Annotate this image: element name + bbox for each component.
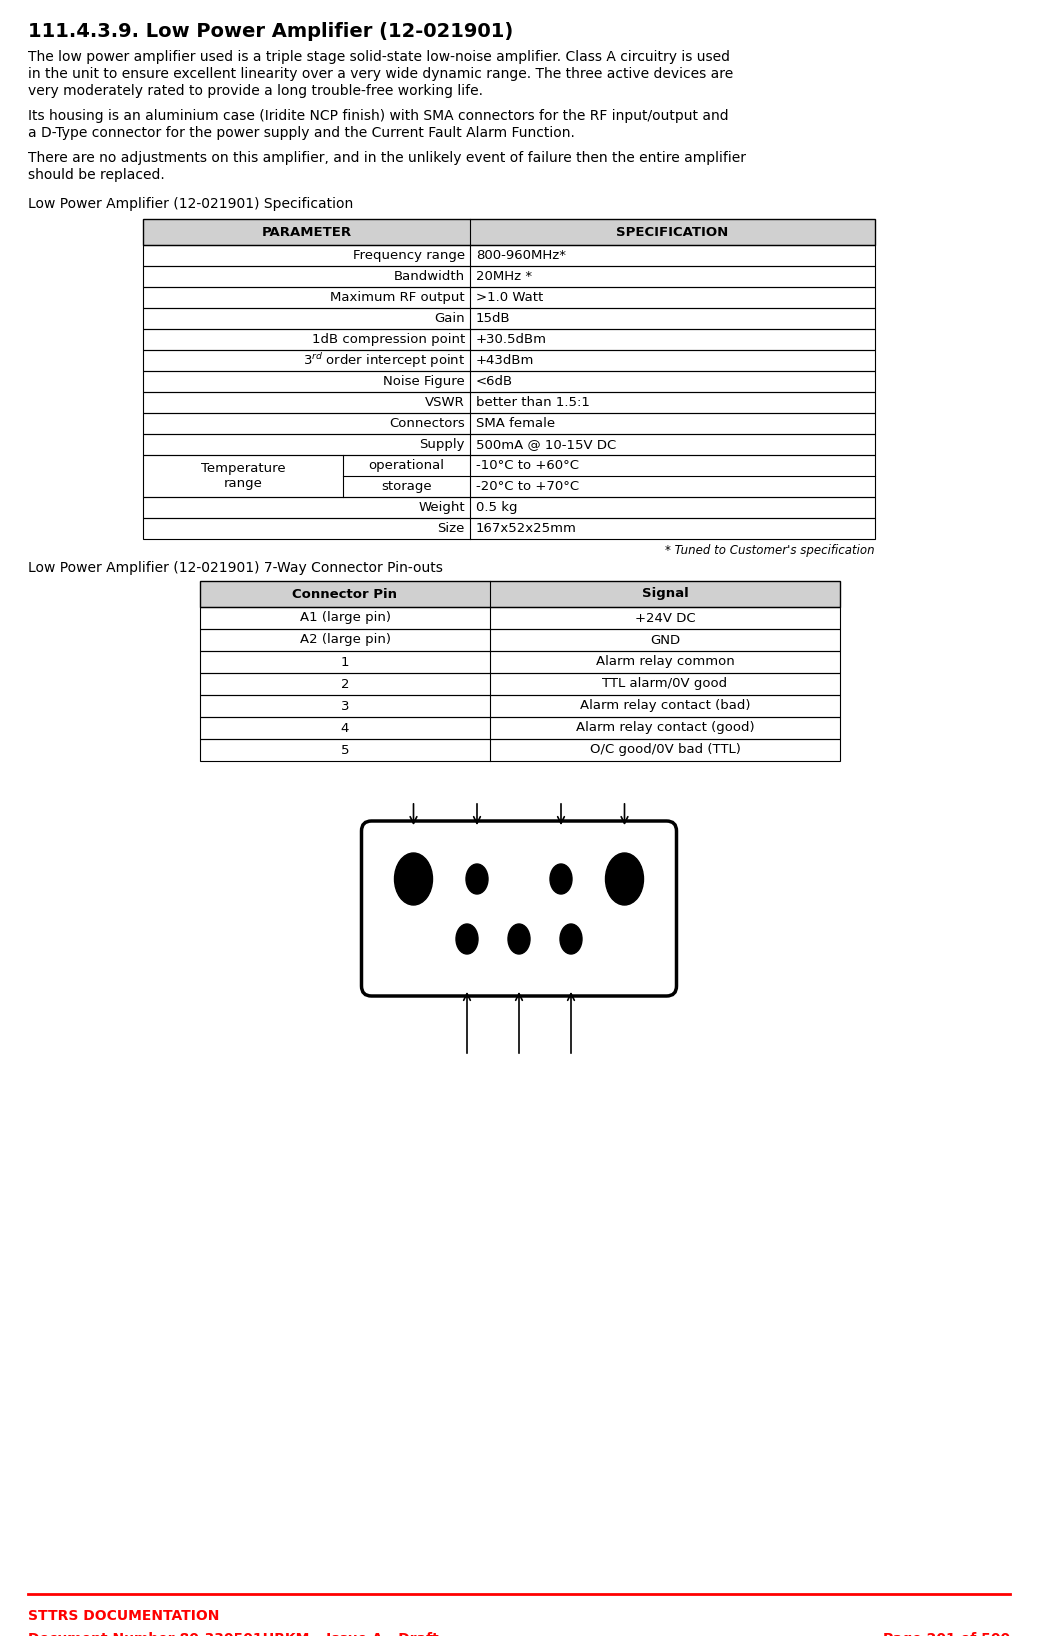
Text: $3^{rd}$ order intercept point: $3^{rd}$ order intercept point [303, 352, 465, 370]
Text: Size: Size [438, 522, 465, 535]
Ellipse shape [394, 852, 433, 905]
Text: PARAMETER: PARAMETER [262, 226, 352, 239]
Bar [200, 607, 840, 628]
Bar [143, 267, 875, 286]
Text: Low Power Amplifier (12-021901) Specification: Low Power Amplifier (12-021901) Specific… [28, 196, 353, 211]
Text: 167x52x25mm: 167x52x25mm [476, 522, 577, 535]
Text: 0.5 kg: 0.5 kg [476, 501, 518, 514]
Text: +30.5dBm: +30.5dBm [476, 334, 547, 345]
Text: better than 1.5:1: better than 1.5:1 [476, 396, 590, 409]
Bar [143, 286, 875, 308]
Text: The low power amplifier used is a triple stage solid-state low-noise amplifier. : The low power amplifier used is a triple… [28, 51, 730, 64]
Text: 5: 5 [340, 743, 349, 756]
Text: 111.4.3.9. Low Power Amplifier (12-021901): 111.4.3.9. Low Power Amplifier (12-02190… [28, 21, 513, 41]
Text: Gain: Gain [434, 312, 465, 326]
Text: SPECIFICATION: SPECIFICATION [617, 226, 729, 239]
Text: VSWR: VSWR [426, 396, 465, 409]
Bar [143, 412, 875, 434]
Ellipse shape [508, 924, 530, 954]
Text: 3: 3 [340, 700, 349, 713]
Text: operational: operational [368, 460, 444, 473]
Text: 20MHz *: 20MHz * [476, 270, 532, 283]
Bar [143, 308, 875, 329]
Text: Document Number 80-330501HBKM – Issue A - Draft: Document Number 80-330501HBKM – Issue A … [28, 1633, 439, 1636]
Bar [200, 739, 840, 761]
FancyBboxPatch shape [361, 821, 677, 996]
Text: Bandwidth: Bandwidth [393, 270, 465, 283]
Bar [200, 651, 840, 672]
Text: Alarm relay contact (good): Alarm relay contact (good) [576, 721, 755, 735]
Bar [200, 695, 840, 717]
Text: TTL alarm/0V good: TTL alarm/0V good [602, 677, 728, 690]
Text: Frequency range: Frequency range [353, 249, 465, 262]
Text: Low Power Amplifier (12-021901) 7-Way Connector Pin-outs: Low Power Amplifier (12-021901) 7-Way Co… [28, 561, 443, 574]
Text: GND: GND [650, 633, 680, 646]
Text: Alarm relay common: Alarm relay common [596, 656, 734, 669]
Text: O/C good/0V bad (TTL): O/C good/0V bad (TTL) [590, 743, 740, 756]
Text: Connectors: Connectors [389, 417, 465, 430]
Text: -10°C to +60°C: -10°C to +60°C [476, 460, 579, 473]
Bar [143, 455, 875, 497]
Ellipse shape [456, 924, 479, 954]
Text: storage: storage [381, 479, 432, 492]
Ellipse shape [466, 864, 488, 893]
Bar [143, 219, 875, 245]
Text: Weight: Weight [418, 501, 465, 514]
Bar [143, 519, 875, 538]
Text: 500mA @ 10-15V DC: 500mA @ 10-15V DC [476, 438, 617, 452]
Bar [143, 245, 875, 267]
Bar [143, 371, 875, 393]
Text: very moderately rated to provide a long trouble-free working life.: very moderately rated to provide a long … [28, 83, 483, 98]
Text: Page 201 of 500: Page 201 of 500 [883, 1633, 1010, 1636]
Text: Noise Figure: Noise Figure [383, 375, 465, 388]
Text: STTRS DOCUMENTATION: STTRS DOCUMENTATION [28, 1608, 219, 1623]
Bar [143, 329, 875, 350]
Text: >1.0 Watt: >1.0 Watt [476, 291, 543, 304]
Text: in the unit to ensure excellent linearity over a very wide dynamic range. The th: in the unit to ensure excellent linearit… [28, 67, 733, 82]
Text: Maximum RF output: Maximum RF output [330, 291, 465, 304]
Text: 2: 2 [340, 677, 349, 690]
Text: Connector Pin: Connector Pin [293, 587, 398, 600]
Bar [200, 717, 840, 739]
Text: should be replaced.: should be replaced. [28, 169, 165, 182]
Text: +43dBm: +43dBm [476, 353, 535, 366]
Text: 800-960MHz*: 800-960MHz* [476, 249, 566, 262]
Text: SMA female: SMA female [476, 417, 555, 430]
Text: 4: 4 [340, 721, 349, 735]
Text: 1dB compression point: 1dB compression point [311, 334, 465, 345]
Text: <6dB: <6dB [476, 375, 513, 388]
Text: Alarm relay contact (bad): Alarm relay contact (bad) [580, 700, 750, 713]
Text: 15dB: 15dB [476, 312, 511, 326]
Text: * Tuned to Customer's specification: * Tuned to Customer's specification [665, 545, 875, 556]
Text: A2 (large pin): A2 (large pin) [300, 633, 390, 646]
Text: Temperature
range: Temperature range [200, 461, 285, 491]
Text: 1: 1 [340, 656, 349, 669]
Ellipse shape [605, 852, 644, 905]
Text: a D-Type connector for the power supply and the Current Fault Alarm Function.: a D-Type connector for the power supply … [28, 126, 575, 141]
Bar [200, 672, 840, 695]
Text: There are no adjustments on this amplifier, and in the unlikely event of failure: There are no adjustments on this amplifi… [28, 151, 746, 165]
Text: -20°C to +70°C: -20°C to +70°C [476, 479, 579, 492]
Text: Signal: Signal [641, 587, 688, 600]
Bar [143, 350, 875, 371]
Bar [200, 581, 840, 607]
Text: Its housing is an aluminium case (Iridite NCP finish) with SMA connectors for th: Its housing is an aluminium case (Iridit… [28, 110, 729, 123]
Bar [200, 628, 840, 651]
Ellipse shape [550, 864, 572, 893]
Bar [143, 393, 875, 412]
Bar [143, 434, 875, 455]
Bar [143, 497, 875, 519]
Text: +24V DC: +24V DC [634, 612, 695, 625]
Text: A1 (large pin): A1 (large pin) [300, 612, 390, 625]
Text: Supply: Supply [419, 438, 465, 452]
Ellipse shape [559, 924, 582, 954]
